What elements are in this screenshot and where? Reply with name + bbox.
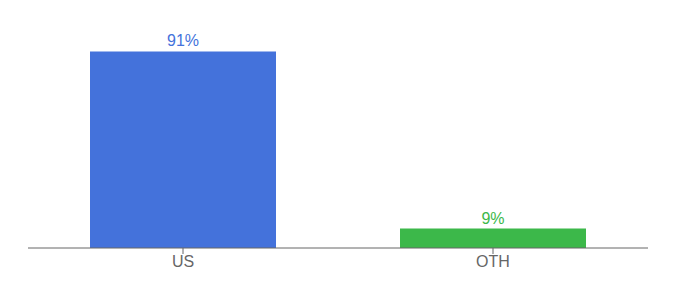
svg-text:OTH: OTH <box>476 253 510 270</box>
svg-text:9%: 9% <box>481 210 504 227</box>
svg-text:US: US <box>172 253 194 270</box>
svg-text:91%: 91% <box>167 32 199 49</box>
